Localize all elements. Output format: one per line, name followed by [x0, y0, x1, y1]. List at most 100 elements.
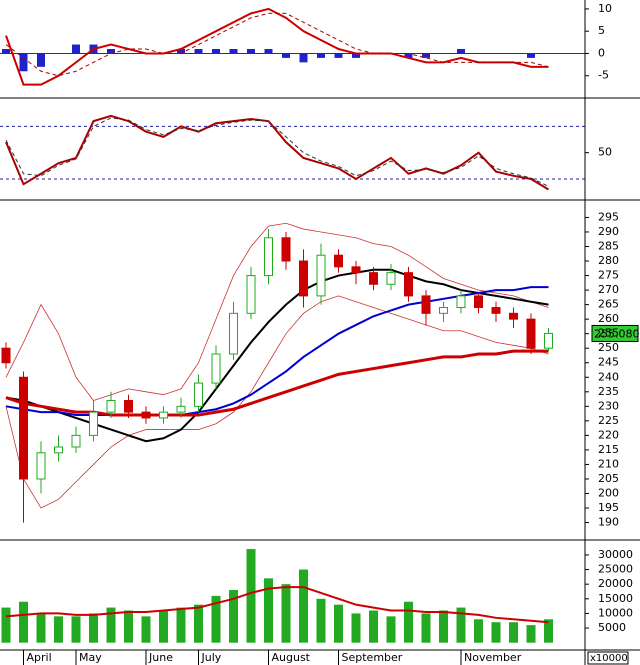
candle-body: [439, 307, 448, 314]
candle-body: [526, 318, 536, 349]
candle-body: [351, 266, 361, 274]
candle-body: [491, 307, 501, 314]
y-tick-label: 0: [598, 46, 605, 59]
candle-body: [544, 332, 553, 349]
macd-histogram-bar: [317, 53, 325, 58]
y-tick-label: 5: [598, 24, 605, 37]
y-tick-label: 255: [598, 327, 619, 340]
macd-histogram-bar: [107, 49, 115, 54]
indicator-line: [5, 12, 549, 77]
candle-body: [19, 376, 28, 480]
candle-body: [316, 254, 326, 297]
y-tick-label: 210: [598, 457, 619, 470]
candle-body: [71, 434, 81, 448]
volume-bar: [544, 619, 553, 643]
macd-histogram-bar: [404, 53, 413, 58]
macd-histogram-bar: [527, 53, 535, 58]
candle-body: [404, 272, 413, 297]
macd-histogram-bar: [247, 49, 255, 54]
volume-bar: [89, 613, 98, 643]
indicator-line: [5, 222, 549, 401]
month-label: September: [342, 651, 403, 664]
y-tick-label: 195: [598, 501, 619, 514]
volume-bar: [19, 601, 28, 643]
volume-bar: [229, 590, 238, 643]
candle-body: [194, 382, 203, 407]
volume-bar: [176, 607, 186, 643]
month-label: June: [148, 651, 173, 664]
candle-body: [369, 272, 378, 285]
volume-bar: [369, 610, 378, 643]
y-tick-label: 275: [598, 269, 619, 282]
volume-bar: [316, 598, 326, 643]
volume-bar: [141, 616, 151, 643]
y-tick-label: 50: [598, 146, 612, 159]
indicator-line: [5, 117, 549, 187]
y-tick-label: 260: [598, 312, 619, 325]
candle-body: [211, 353, 221, 384]
volume-bar: [334, 604, 343, 643]
indicator-line: [5, 295, 549, 509]
last-price-box: [591, 324, 639, 342]
macd-histogram-bar: [352, 53, 360, 58]
macd-histogram-bar: [2, 49, 10, 54]
volume-bar: [124, 610, 133, 643]
volume-bar: [281, 584, 291, 643]
y-tick-label: 205: [598, 472, 619, 485]
volume-bar: [106, 607, 116, 643]
candle-body: [474, 295, 483, 309]
candle-body: [141, 411, 151, 419]
macd-histogram-bar: [299, 53, 308, 63]
candle-body: [281, 237, 291, 262]
macd-histogram-bar: [229, 49, 238, 54]
volume-bar: [1, 607, 11, 643]
indicator-line: [5, 349, 549, 417]
macd-histogram-bar: [194, 49, 203, 54]
volume-bar: [404, 601, 413, 643]
month-label: August: [272, 651, 311, 664]
candle-body: [1, 347, 11, 364]
last-price-label: 255.080: [594, 327, 640, 340]
volume-bar: [526, 625, 536, 643]
candle-body: [421, 295, 431, 314]
month-label: April: [27, 651, 52, 664]
y-tick-label: 215: [598, 443, 619, 456]
volume-bar: [299, 569, 308, 643]
macd-histogram-bar: [457, 49, 465, 54]
candle-body: [36, 452, 46, 480]
y-tick-label: 30000: [598, 548, 633, 561]
macd-histogram-bar: [212, 49, 220, 54]
y-tick-label: 290: [598, 225, 619, 238]
y-tick-label: 265: [598, 298, 619, 311]
volume-bar: [246, 549, 256, 643]
y-tick-label: 245: [598, 356, 619, 369]
y-tick-label: 10000: [598, 606, 633, 619]
y-tick-label: 235: [598, 385, 619, 398]
macd-histogram-bar: [72, 44, 80, 54]
month-label: July: [201, 651, 222, 664]
candle-body: [299, 260, 308, 297]
candle-body: [229, 312, 238, 355]
macd-histogram-bar: [264, 49, 273, 54]
volume-bar: [159, 610, 168, 643]
y-tick-label: 225: [598, 414, 619, 427]
candle-body: [509, 312, 518, 320]
y-tick-label: 295: [598, 210, 619, 223]
y-tick-label: 285: [598, 239, 619, 252]
y-tick-label: 190: [598, 516, 619, 529]
volume-bar: [71, 616, 81, 643]
macd-histogram-bar: [19, 53, 28, 72]
volume-bar: [351, 613, 361, 643]
y-tick-label: 25000: [598, 563, 633, 576]
volume-bar: [194, 604, 203, 643]
y-tick-label: 5000: [598, 621, 626, 634]
macd-histogram-bar: [37, 53, 45, 67]
volume-bar: [509, 622, 518, 643]
unit-box: [587, 651, 629, 665]
y-tick-label: 250: [598, 341, 619, 354]
macd-histogram-bar: [282, 53, 290, 58]
volume-bar: [36, 613, 46, 643]
indicator-line: [5, 114, 550, 191]
candle-body: [106, 400, 116, 413]
